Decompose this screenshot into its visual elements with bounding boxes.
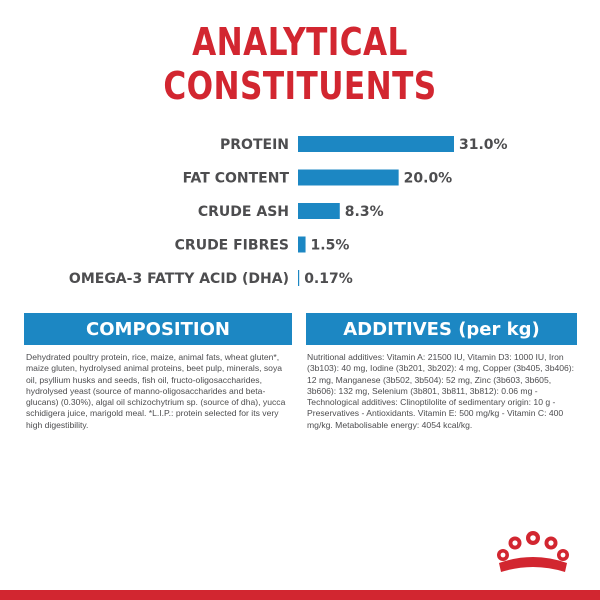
category-label: PROTEIN [220,137,289,153]
category-label: OMEGA-3 FATTY ACID (DHA) [69,271,289,287]
additives-text: Nutritional additives: Vitamin A: 21500 … [307,352,575,430]
bar [298,136,454,152]
title-line-2: CONSTITUENTS [163,64,437,108]
constituents-bar-chart: PROTEIN 31.0% FAT CONTENT 20.0% CRUDE ASH 8.3… [69,136,508,287]
category-label: CRUDE FIBRES [175,238,289,254]
additives-heading: ADDITIVES (per kg) [306,313,577,345]
bar [298,203,340,219]
category-label: CRUDE ASH [198,204,289,220]
bar [298,169,399,186]
crown-logo-icon [497,531,569,572]
bar [298,270,300,286]
value-label: 8.3% [345,204,384,220]
value-label: 0.17% [304,271,353,287]
bar [298,236,306,253]
composition-text: Dehydrated poultry protein, rice, maize,… [26,352,286,430]
value-label: 31.0% [459,137,508,153]
composition-heading: COMPOSITION [24,313,292,345]
value-label: 20.0% [404,171,453,187]
value-label: 1.5% [311,238,350,254]
category-label: FAT CONTENT [183,171,290,187]
title-line-1: ANALYTICAL [192,20,408,64]
bottom-accent-bar [0,590,600,600]
